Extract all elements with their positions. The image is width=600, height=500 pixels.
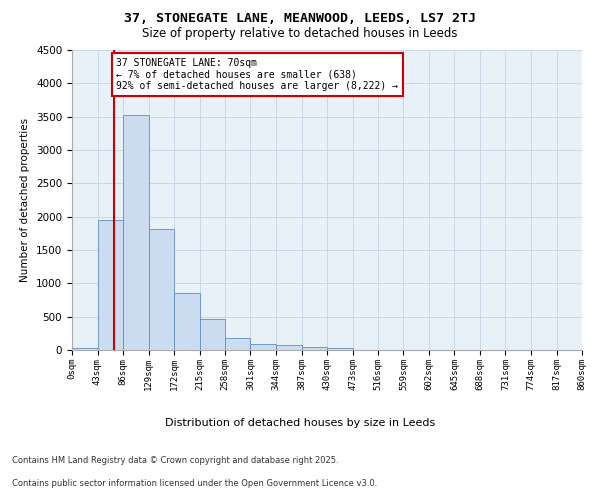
Bar [276,344,302,350]
Text: Size of property relative to detached houses in Leeds: Size of property relative to detached ho… [142,28,458,40]
Bar [174,292,199,350]
Bar [72,348,97,350]
Text: 37, STONEGATE LANE, MEANWOOD, LEEDS, LS7 2TJ: 37, STONEGATE LANE, MEANWOOD, LEEDS, LS7… [124,12,476,26]
Bar [123,116,149,350]
Bar [327,348,353,350]
Text: 37 STONEGATE LANE: 70sqm
← 7% of detached houses are smaller (638)
92% of semi-d: 37 STONEGATE LANE: 70sqm ← 7% of detache… [116,58,398,91]
Bar [199,320,225,350]
Bar [251,344,276,350]
Bar [149,228,174,350]
Bar [97,220,123,350]
Bar [225,338,251,350]
Y-axis label: Number of detached properties: Number of detached properties [20,118,31,282]
Text: Distribution of detached houses by size in Leeds: Distribution of detached houses by size … [165,418,435,428]
Text: Contains public sector information licensed under the Open Government Licence v3: Contains public sector information licen… [12,478,377,488]
Text: Contains HM Land Registry data © Crown copyright and database right 2025.: Contains HM Land Registry data © Crown c… [12,456,338,465]
Bar [302,347,327,350]
